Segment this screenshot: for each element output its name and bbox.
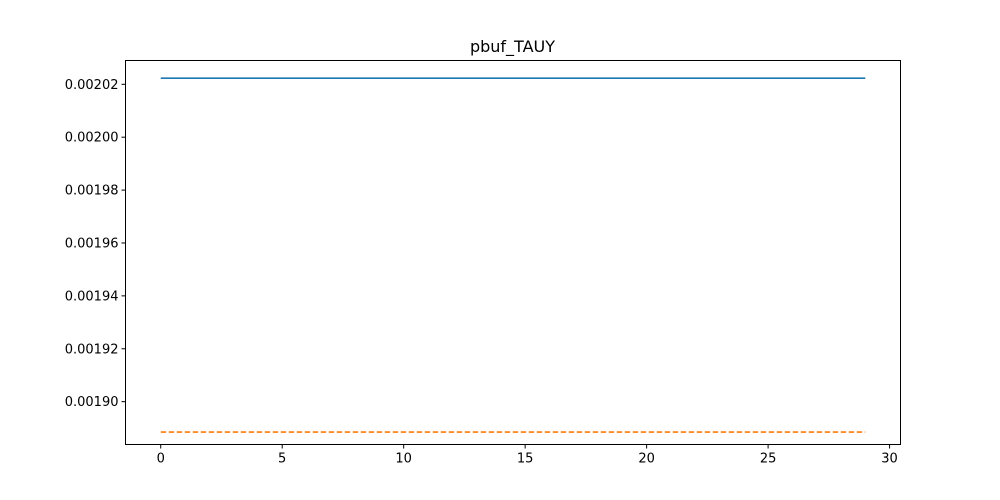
- x-tick-label: 0: [157, 452, 165, 467]
- series-layer: [160, 77, 866, 433]
- y-tick-label: 0.00200: [65, 131, 119, 146]
- chart-title: pbuf_TAUY: [470, 37, 555, 57]
- y-tick-label: 0.00196: [65, 236, 119, 251]
- x-tick-label: 15: [517, 452, 534, 467]
- x-tick-label: 10: [395, 452, 412, 467]
- y-tick-label: 0.00198: [65, 184, 119, 199]
- y-tick-label: 0.00192: [65, 342, 119, 357]
- x-axis: 0 5 10 15 20 25 30: [157, 444, 898, 467]
- axes-frame: [125, 60, 901, 445]
- x-tick-label: 20: [638, 452, 655, 467]
- x-tick-label: 5: [278, 452, 286, 467]
- y-tick-label: 0.00190: [65, 395, 119, 410]
- y-tick-label: 0.00194: [65, 289, 119, 304]
- y-tick-label: 0.00202: [65, 78, 119, 93]
- x-tick-label: 30: [881, 452, 898, 467]
- x-tick-label: 25: [760, 452, 777, 467]
- y-axis: 0.00190 0.00192 0.00194 0.00196 0.00198 0.002…: [65, 78, 126, 410]
